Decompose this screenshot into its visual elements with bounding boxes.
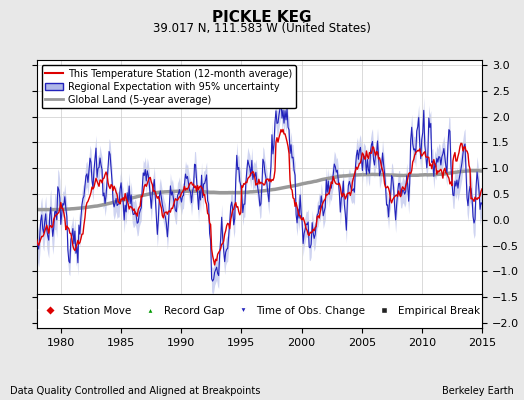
Text: Berkeley Earth: Berkeley Earth (442, 386, 514, 396)
Text: Data Quality Controlled and Aligned at Breakpoints: Data Quality Controlled and Aligned at B… (10, 386, 261, 396)
Legend: Station Move, Record Gap, Time of Obs. Change, Empirical Break: Station Move, Record Gap, Time of Obs. C… (36, 303, 483, 319)
Text: PICKLE KEG: PICKLE KEG (212, 10, 312, 25)
Text: 39.017 N, 111.583 W (United States): 39.017 N, 111.583 W (United States) (153, 22, 371, 35)
Legend: This Temperature Station (12-month average), Regional Expectation with 95% uncer: This Temperature Station (12-month avera… (41, 65, 296, 108)
